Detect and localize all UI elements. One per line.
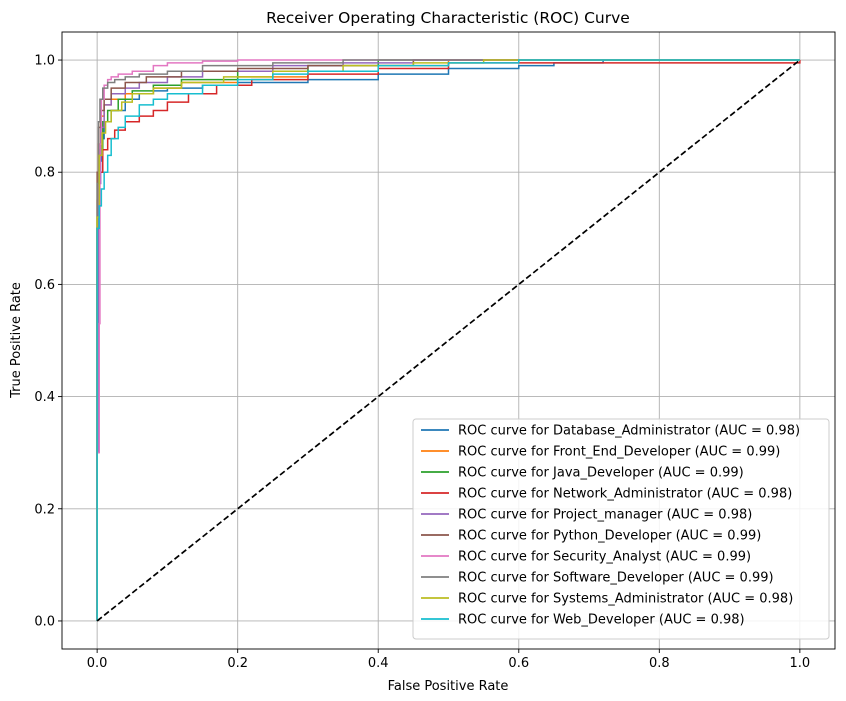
x-tick-label: 0.4 (368, 656, 389, 671)
x-tick-label: 0.2 (227, 656, 248, 671)
y-tick-label: 0.6 (34, 278, 55, 293)
y-tick-label: 0.2 (34, 502, 55, 517)
x-tick-label: 0.0 (87, 656, 108, 671)
legend-entry: ROC curve for Project_manager (AUC = 0.9… (458, 508, 752, 523)
legend-entry: ROC curve for Database_Administrator (AU… (458, 424, 800, 439)
legend-entry: ROC curve for Systems_Administrator (AUC… (458, 592, 793, 607)
roc-curve-series-7 (96, 59, 800, 621)
legend-entry: ROC curve for Network_Administrator (AUC… (458, 487, 792, 502)
x-tick-label: 0.6 (508, 656, 529, 671)
curves (96, 59, 801, 622)
grid (62, 32, 835, 649)
y-tick-label: 1.0 (34, 54, 55, 69)
y-axis-label: True Positive Rate (9, 282, 24, 399)
chart-title: Receiver Operating Characteristic (ROC) … (266, 9, 630, 27)
x-tick-label: 1.0 (790, 656, 811, 671)
legend-entry: ROC curve for Front_End_Developer (AUC =… (458, 445, 780, 460)
legend: ROC curve for Database_Administrator (AU… (412, 418, 830, 640)
x-tick-label: 0.8 (649, 656, 670, 671)
legend-entry: ROC curve for Python_Developer (AUC = 0.… (458, 529, 761, 544)
roc-curve-series-6 (96, 59, 800, 621)
chance-reference-line (96, 59, 801, 622)
roc-curve-series-5 (96, 59, 800, 621)
y-axis-ticks: 0.0 0.2 0.4 0.6 0.8 1.0 (34, 54, 62, 629)
x-axis-ticks: 0.0 0.2 0.4 0.6 0.8 1.0 (87, 649, 810, 671)
legend-entry: ROC curve for Web_Developer (AUC = 0.98) (458, 613, 745, 628)
roc-curve-series-3 (96, 60, 801, 621)
legend-entry: ROC curve for Java_Developer (AUC = 0.99… (458, 466, 744, 481)
legend-box (412, 418, 830, 640)
roc-curve-series-8 (96, 59, 800, 621)
roc-curve-series-0 (96, 59, 800, 621)
x-axis-label: False Positive Rate (388, 679, 509, 694)
legend-entry: ROC curve for Security_Analyst (AUC = 0.… (458, 550, 751, 565)
y-tick-label: 0.8 (34, 166, 55, 181)
y-tick-label: 0.0 (34, 614, 55, 629)
roc-curve-series-9 (96, 59, 800, 621)
plot-frame (61, 31, 836, 650)
legend-entry: ROC curve for Software_Developer (AUC = … (458, 571, 774, 586)
y-tick-label: 0.4 (34, 390, 55, 405)
